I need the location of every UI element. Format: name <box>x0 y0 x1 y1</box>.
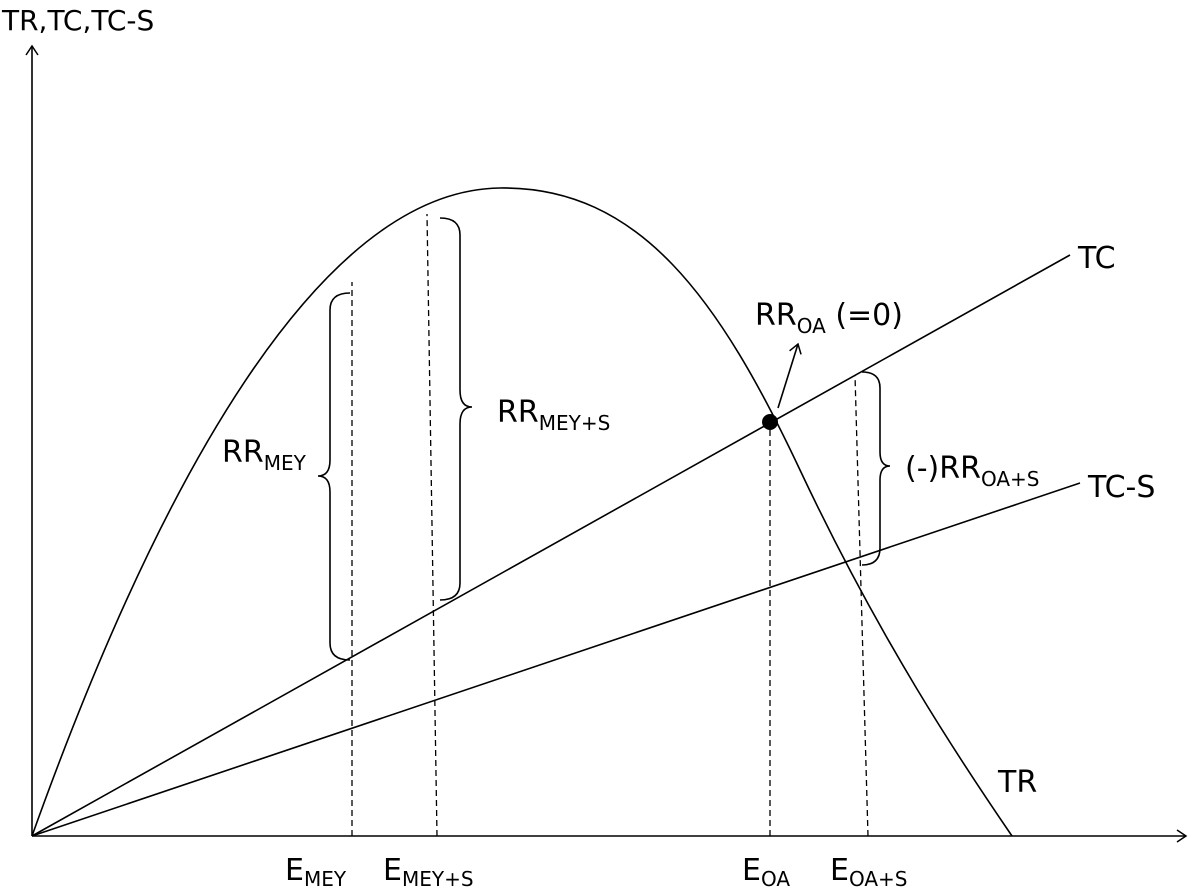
oa-point <box>762 414 778 430</box>
label-sub: OA <box>797 314 826 338</box>
label-main: RR <box>755 298 797 333</box>
arrow <box>777 342 802 409</box>
tc-line <box>31 254 1071 837</box>
x-label: EMEY <box>285 853 347 891</box>
label-sub: MEY <box>304 867 347 891</box>
rr-oa-label: RROA (=0) <box>755 298 903 338</box>
brace <box>861 371 891 566</box>
tr-label: TR <box>997 765 1037 800</box>
rr-mey-label: RRMEY <box>222 435 307 475</box>
label-sub: OA+S <box>849 867 908 891</box>
tc-s-label: TC-S <box>1087 470 1155 505</box>
tc-label: TC <box>1077 241 1116 276</box>
label-main: RR <box>497 395 539 430</box>
tc-s-line <box>31 482 1081 837</box>
label-sub: MEY+S <box>402 867 474 891</box>
drop-line <box>426 213 438 837</box>
label-main: E <box>742 853 761 888</box>
brace <box>317 292 351 661</box>
label-sub: MEY <box>264 451 307 475</box>
tr-curve <box>31 187 1013 837</box>
label-main: E <box>285 853 304 888</box>
label-main: (-)RR <box>905 451 981 486</box>
x-label: EOA+S <box>830 853 908 891</box>
label-sub: MEY+S <box>539 411 611 435</box>
label-main: E <box>383 853 402 888</box>
label-main: E <box>830 853 849 888</box>
x-label: EMEY+S <box>383 853 474 891</box>
rr-mey-s-label: RRMEY+S <box>497 395 610 435</box>
label-main: RR <box>222 435 264 470</box>
label-sub: OA <box>761 867 790 891</box>
label-sub: OA+S <box>981 467 1040 491</box>
x-label: EOA <box>742 853 790 891</box>
y-axis-label: TR,TC,TC-S <box>1 4 154 37</box>
rr-oa-s-label: (-)RROA+S <box>905 451 1039 491</box>
brace <box>439 217 473 601</box>
label-suffix: (=0) <box>826 298 903 333</box>
drop-line <box>854 374 869 837</box>
